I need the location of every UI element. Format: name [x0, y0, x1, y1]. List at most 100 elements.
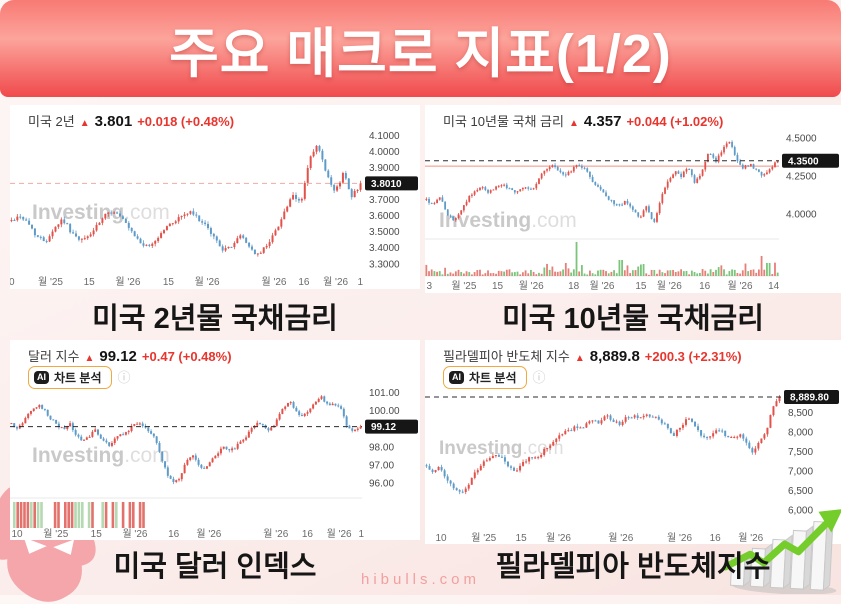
svg-text:4.5000: 4.5000 [786, 134, 817, 145]
site-watermark: hibulls.com [360, 571, 481, 588]
price-change: +0.044 (+1.02%) [626, 114, 724, 129]
svg-text:4.2500: 4.2500 [786, 171, 817, 182]
chart-panel-us-10y: 미국 10년물 국채 금리 ▲ 4.357 +0.044 (+1.02%) In… [425, 105, 841, 293]
svg-text:8,500: 8,500 [788, 408, 813, 419]
svg-text:15: 15 [84, 277, 96, 288]
svg-text:15: 15 [516, 533, 528, 544]
chart-panel-us-2y: 미국 2년 ▲ 3.801 +0.018 (+0.48%) Investing.… [10, 105, 420, 289]
title-banner: 주요 매크로 지표(1/2) [0, 0, 841, 97]
svg-text:월 '26: 월 '26 [261, 276, 286, 288]
last-price: 3.801 [94, 113, 133, 130]
svg-text:월 '25: 월 '25 [471, 532, 496, 544]
svg-text:98.00: 98.00 [369, 442, 394, 453]
chart-panel-dollar-index: 달러 지수 ▲ 99.12 +0.47 (+0.48%) AI 차트 분석 ⓘ … [10, 340, 420, 540]
svg-text:99.12: 99.12 [371, 422, 396, 433]
up-arrow-icon: ▲ [84, 353, 95, 364]
svg-text:8,000: 8,000 [788, 427, 813, 438]
svg-text:96.00: 96.00 [369, 479, 394, 490]
up-arrow-icon: ▲ [568, 118, 579, 129]
caption-sox: 필라델피아 반도체지수 [495, 551, 771, 583]
svg-text:15: 15 [91, 529, 103, 540]
svg-text:3: 3 [426, 281, 432, 292]
svg-text:15: 15 [163, 277, 175, 288]
svg-text:월 '26: 월 '26 [608, 532, 633, 544]
svg-text:101.00: 101.00 [369, 388, 400, 399]
instrument-name: 미국 2년 [28, 114, 75, 129]
svg-text:6,500: 6,500 [788, 486, 813, 497]
instrument-name: 미국 10년물 국채 금리 [443, 114, 564, 129]
svg-text:3.3000: 3.3000 [369, 259, 400, 270]
info-icon[interactable]: ⓘ [532, 369, 546, 385]
svg-text:3.5000: 3.5000 [369, 227, 400, 238]
svg-text:7,500: 7,500 [788, 447, 813, 458]
up-arrow-icon: ▲ [574, 353, 585, 364]
up-arrow-icon: ▲ [79, 118, 90, 129]
svg-text:1: 1 [359, 529, 365, 540]
last-price: 8,889.8 [589, 348, 640, 365]
candlestick-chart-dollar-index: Investing.com 101.00 100.00 98.00 97.00 96.00… [10, 388, 420, 540]
svg-text:4.1000: 4.1000 [369, 131, 400, 142]
svg-text:월 '26: 월 '26 [546, 532, 571, 544]
svg-text:월 '26: 월 '26 [263, 528, 288, 540]
svg-text:1: 1 [357, 277, 363, 288]
svg-text:16: 16 [298, 277, 310, 288]
svg-text:3.8010: 3.8010 [371, 179, 402, 190]
svg-text:월 '25: 월 '25 [43, 528, 68, 540]
rising-chart-decoration [724, 509, 841, 594]
svg-text:월 '25: 월 '25 [451, 280, 476, 292]
svg-text:월 '26: 월 '26 [196, 528, 221, 540]
svg-text:97.00: 97.00 [369, 461, 394, 472]
chart-header: 미국 10년물 국채 금리 ▲ 4.357 +0.044 (+1.02%) [425, 105, 841, 130]
price-change: +200.3 (+2.31%) [644, 349, 742, 364]
svg-text:4.0000: 4.0000 [369, 147, 400, 158]
svg-text:월 '26: 월 '26 [589, 280, 614, 292]
svg-text:16: 16 [699, 281, 711, 292]
svg-text:3.7000: 3.7000 [369, 195, 400, 206]
ai-chart-analysis-button[interactable]: AI 차트 분석 [28, 365, 112, 389]
svg-text:16: 16 [710, 533, 722, 544]
svg-text:Investing.com: Investing.com [439, 438, 564, 459]
svg-text:10: 10 [11, 529, 23, 540]
svg-text:3.4000: 3.4000 [369, 243, 400, 254]
svg-text:100.00: 100.00 [369, 406, 400, 417]
caption-us-2y: 미국 2년물 국채금리 [92, 303, 338, 335]
svg-text:3.9000: 3.9000 [369, 163, 400, 174]
ai-chart-analysis-label: 차트 분석 [469, 370, 517, 385]
info-icon[interactable]: ⓘ [117, 369, 131, 385]
svg-text:16: 16 [302, 529, 314, 540]
price-change: +0.018 (+0.48%) [137, 114, 235, 129]
svg-text:월 '26: 월 '26 [115, 276, 140, 288]
svg-text:10: 10 [435, 533, 447, 544]
svg-text:월 '26: 월 '26 [738, 532, 763, 544]
svg-text:6,000: 6,000 [788, 506, 813, 517]
instrument-name: 필라델피아 반도체 지수 [443, 349, 570, 364]
svg-text:월 '25: 월 '25 [38, 276, 63, 288]
page-title: 주요 매크로 지표(1/2) [169, 24, 672, 84]
candlestick-chart-sox: Investing.com 8,500 8,000 7,500 7,000 6,500 6,… [425, 388, 841, 544]
ai-icon: AI [449, 370, 464, 384]
svg-text:월 '26: 월 '26 [195, 276, 220, 288]
svg-text:월 '26: 월 '26 [122, 528, 147, 540]
svg-text:3.6000: 3.6000 [369, 211, 400, 222]
svg-text:월 '26: 월 '26 [327, 528, 352, 540]
instrument-name: 달러 지수 [28, 349, 80, 364]
ai-icon: AI [34, 370, 49, 384]
svg-text:Investing.com: Investing.com [439, 209, 577, 232]
chart-panel-sox: 필라델피아 반도체 지수 ▲ 8,889.8 +200.3 (+2.31%) A… [425, 340, 841, 544]
svg-text:4.0000: 4.0000 [786, 209, 817, 220]
svg-text:16: 16 [168, 529, 180, 540]
ai-chart-analysis-button[interactable]: AI 차트 분석 [443, 365, 527, 389]
svg-text:월 '26: 월 '26 [728, 280, 753, 292]
svg-text:월 '26: 월 '26 [657, 280, 682, 292]
last-price: 4.357 [583, 113, 622, 130]
svg-text:18: 18 [568, 281, 580, 292]
last-price: 99.12 [99, 348, 137, 365]
svg-text:4.3500: 4.3500 [788, 156, 819, 167]
caption-dollar-index: 미국 달러 인덱스 [113, 551, 317, 583]
price-change: +0.47 (+0.48%) [141, 349, 232, 364]
caption-us-10y: 미국 10년물 국채금리 [502, 303, 764, 335]
svg-text:15: 15 [492, 281, 504, 292]
svg-text:월 '26: 월 '26 [519, 280, 544, 292]
svg-text:7,000: 7,000 [788, 466, 813, 477]
svg-text:월 '26: 월 '26 [323, 276, 348, 288]
